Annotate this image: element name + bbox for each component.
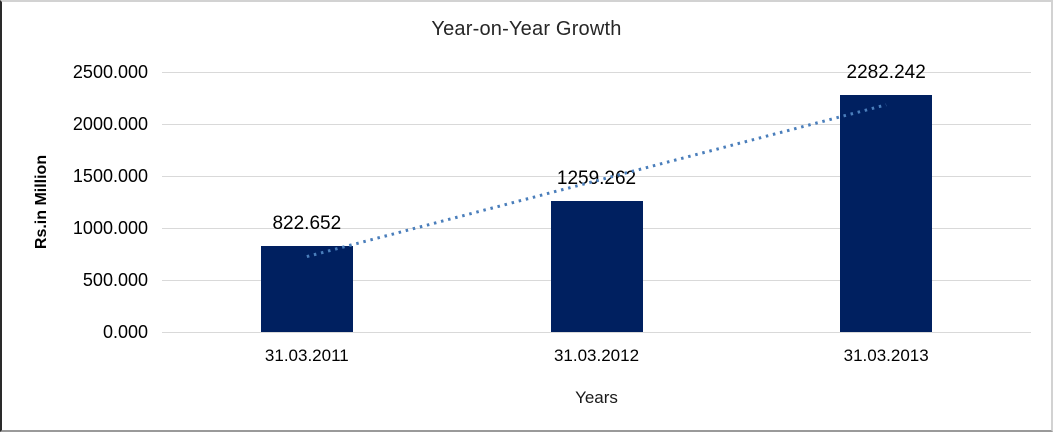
- y-tick-label: 2500.000: [72, 62, 148, 82]
- gridline: [162, 332, 1031, 333]
- bar-value-label: 1259.262: [556, 168, 637, 190]
- bar: [260, 246, 353, 332]
- bar-value-label: 2282.242: [846, 61, 926, 83]
- y-tick-label: 1000.000: [72, 218, 148, 238]
- bar-value-label: 822.652: [272, 213, 342, 235]
- y-tick-label: 0.000: [102, 322, 148, 342]
- x-tick-label: 31.03.2011: [264, 346, 349, 365]
- y-tick-label: 2000.000: [72, 114, 148, 134]
- x-tick-label: 31.03.2012: [553, 346, 640, 365]
- bar: [840, 94, 933, 332]
- x-axis-title: Years: [575, 388, 618, 407]
- gridline: [162, 72, 1031, 73]
- chart-title: Year-on-Year Growth: [431, 18, 622, 40]
- bar: [550, 201, 643, 332]
- y-tick-label: 500.000: [82, 270, 148, 290]
- y-axis-title: Rs.in Million: [33, 154, 50, 250]
- x-tick-label: 31.03.2013: [843, 346, 929, 365]
- y-tick-label: 1500.000: [72, 166, 148, 186]
